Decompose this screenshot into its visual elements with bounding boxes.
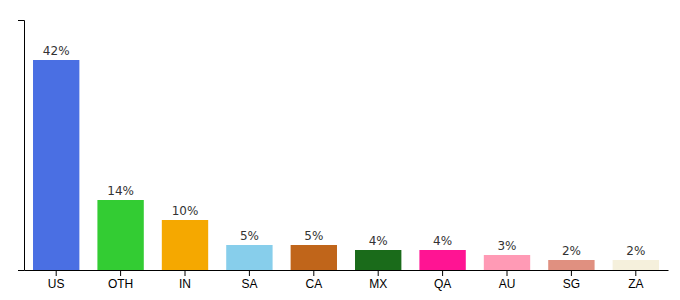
bar [355, 250, 401, 270]
x-tick: AU [499, 270, 516, 291]
bar [291, 245, 337, 270]
x-tick-label: SA [241, 277, 257, 291]
x-tick-mark [507, 270, 508, 276]
data-label: 5% [304, 229, 323, 243]
x-tick-mark [249, 270, 250, 276]
bar [33, 60, 79, 270]
data-label: 42% [43, 44, 70, 58]
x-tick-label: IN [179, 277, 191, 291]
x-tick-mark [571, 270, 572, 276]
x-tick-label: SG [563, 277, 580, 291]
bar [548, 260, 594, 270]
bar [226, 245, 272, 270]
bar [162, 220, 208, 270]
x-tick-mark [442, 270, 443, 276]
bar [97, 200, 143, 270]
x-tick-label: US [48, 277, 65, 291]
x-tick-mark [313, 270, 314, 276]
x-tick: IN [179, 270, 191, 291]
bars [33, 60, 659, 270]
x-tick-label: CA [305, 277, 322, 291]
x-tick-label: AU [499, 277, 516, 291]
y-axis-line [18, 21, 25, 271]
x-tick: MX [369, 270, 387, 291]
x-tick: SA [241, 270, 257, 291]
x-tick-mark [120, 270, 121, 276]
chart-container: US OTH IN SA CA MX QA AU SG ZA 42% 14% 10% 5% 5% 4% 4% 3%… [0, 0, 680, 300]
data-label: 2% [562, 244, 581, 258]
data-label: 3% [497, 239, 516, 253]
x-tick-label: QA [434, 277, 451, 291]
x-tick-label: ZA [628, 277, 643, 291]
x-tick-mark [56, 270, 57, 276]
y-axis [18, 21, 25, 271]
x-tick-mark [378, 270, 379, 276]
data-label: 2% [626, 244, 645, 258]
x-tick: QA [434, 270, 451, 291]
data-label: 10% [172, 204, 199, 218]
bar [419, 250, 465, 270]
bar [613, 260, 659, 270]
x-tick-mark [635, 270, 636, 276]
bar [484, 255, 530, 270]
x-tick: OTH [108, 270, 133, 291]
plot-area: US OTH IN SA CA MX QA AU SG ZA 42% 14% 10% 5% 5% 4% 4% 3%… [18, 21, 669, 291]
x-tick: CA [305, 270, 322, 291]
x-tick: ZA [628, 270, 643, 291]
data-label: 4% [369, 234, 388, 248]
x-axis: US OTH IN SA CA MX QA AU SG ZA [25, 270, 669, 291]
x-tick-mark [185, 270, 186, 276]
x-tick-label: MX [369, 277, 387, 291]
chart-svg: US OTH IN SA CA MX QA AU SG ZA 42% 14% 10% 5% 5% 4% 4% 3%… [0, 0, 680, 300]
data-labels: 42% 14% 10% 5% 5% 4% 4% 3% 2% 2% [43, 44, 645, 258]
data-label: 5% [240, 229, 259, 243]
x-tick: SG [563, 270, 580, 291]
x-tick-label: OTH [108, 277, 133, 291]
data-label: 14% [107, 184, 134, 198]
x-tick: US [48, 270, 65, 291]
data-label: 4% [433, 234, 452, 248]
